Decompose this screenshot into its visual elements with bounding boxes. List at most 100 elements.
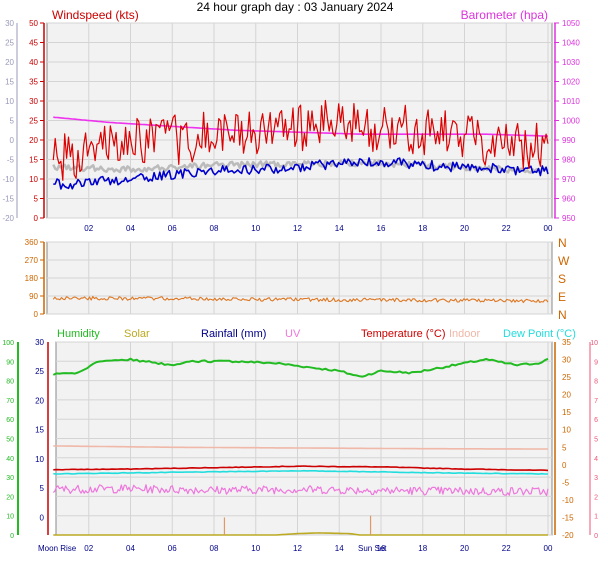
uv-line <box>52 484 549 497</box>
baro-tick-label: 960 <box>562 195 576 204</box>
temperature-tick-label: 15 <box>562 408 571 417</box>
legend-entry: Temperature (°C) <box>361 328 445 340</box>
temperature-tick-label: 0 <box>562 461 567 470</box>
indoor-line <box>53 445 548 450</box>
uv-tick-label: 10 <box>590 340 598 347</box>
rain-tick-label: 30 <box>35 338 44 347</box>
wind-line <box>52 99 549 181</box>
rain-tick-label: 0 <box>40 513 45 522</box>
wind-tick-label: 15 <box>29 156 38 165</box>
wind-x-tick-label: 14 <box>335 224 344 233</box>
temp-x-tick-label: 10 <box>251 544 260 553</box>
wind-x-tick-label: 20 <box>460 224 469 233</box>
wind-tick-label: 10 <box>29 175 38 184</box>
wind-x-tick-label: 06 <box>168 224 177 233</box>
baro-tick-label: 1030 <box>562 58 580 67</box>
uv-tick-label: 8 <box>594 379 598 386</box>
rain-tick-label: 5 <box>40 484 45 493</box>
compass-label: E <box>558 290 566 304</box>
compass-label: N <box>558 308 567 322</box>
temp-x-tick-label: 08 <box>210 544 219 553</box>
uv-tick-label: 2 <box>594 494 598 501</box>
wind-tick-label: 45 <box>29 39 38 48</box>
humidity-tick-label: 50 <box>6 437 14 444</box>
wind-left2-tick-label: -5 <box>7 156 15 165</box>
sun-set-label: Sun Set <box>358 544 387 553</box>
legend-entry: Rainfall (mm) <box>201 328 266 340</box>
temperature-line <box>53 465 549 472</box>
direction-tick-label: 180 <box>25 274 39 283</box>
wind-left2-tick-label: 10 <box>5 97 14 106</box>
direction-tick-label: 270 <box>25 256 39 265</box>
wind-panel-right-axis: 1050 1040 1030 1020 1010 1000 990 980 970 960 950 <box>554 19 580 223</box>
wind-left2-tick-label: 0 <box>10 136 15 145</box>
uv-tick-label: 7 <box>594 398 598 405</box>
baro-tick-label: 1040 <box>562 39 580 48</box>
humidity-tick-label: 10 <box>6 514 14 521</box>
baro-legend: Barometer (hpa) <box>461 8 548 22</box>
wind-left2-tick-label: 20 <box>5 58 14 67</box>
direction-tick-label: 0 <box>34 310 39 319</box>
humidity-line <box>52 357 549 378</box>
wind-tick-label: 0 <box>34 214 39 223</box>
wind-panel-x-axis: 02 04 06 08 10 12 14 16 18 20 22 00 <box>84 224 553 233</box>
direction-panel-series <box>52 295 549 304</box>
wind-tick-label: 25 <box>29 117 38 126</box>
temperature-tick-label: 35 <box>562 338 571 347</box>
wind-x-tick-label: 18 <box>418 224 427 233</box>
direction-tick-label: 360 <box>25 238 39 247</box>
temp-x-tick-label: 18 <box>418 544 427 553</box>
temp-x-tick-label: 22 <box>502 544 511 553</box>
legend-entry: Solar <box>124 328 150 340</box>
baro-tick-label: 1000 <box>562 117 580 126</box>
rain-tick-label: 20 <box>35 396 44 405</box>
wind-tick-label: 50 <box>29 19 38 28</box>
wind-left2-tick-label: 15 <box>5 78 14 87</box>
baro-tick-label: 1020 <box>562 78 580 87</box>
direction-panel-left-axis: 360 270 180 90 0 <box>25 238 45 319</box>
humidity-tick-label: 100 <box>2 340 14 347</box>
direction-line <box>52 295 549 304</box>
baro-tick-label: 950 <box>562 214 576 223</box>
legend-entry: Humidity <box>57 328 100 340</box>
temperature-tick-label: -20 <box>562 531 574 540</box>
uv-tick-label: 0 <box>594 533 598 540</box>
temperature-tick-label: 10 <box>562 426 571 435</box>
wind-x-tick-label: 16 <box>377 224 386 233</box>
temp-x-tick-label: 00 <box>544 544 553 553</box>
humidity-tick-label: 0 <box>10 533 14 540</box>
rain-tick-label: 10 <box>35 455 44 464</box>
baro-tick-label: 1010 <box>562 97 580 106</box>
wind-left2-tick-label: 5 <box>10 117 15 126</box>
humidity-tick-label: 70 <box>6 398 14 405</box>
direction-tick-label: 90 <box>29 292 38 301</box>
wind-tick-label: 35 <box>29 78 38 87</box>
temp-x-tick-label: 20 <box>460 544 469 553</box>
rain-tick-label: 25 <box>35 367 44 376</box>
temp-x-tick-label: 12 <box>293 544 302 553</box>
uv-tick-label: 4 <box>594 456 598 463</box>
uv-tick-label: 3 <box>594 475 598 482</box>
gust_avg-line <box>52 159 549 175</box>
temperature-tick-label: 5 <box>562 443 567 452</box>
humidity-tick-label: 30 <box>6 475 14 482</box>
wind-tick-label: 40 <box>29 58 38 67</box>
humidity-tick-label: 40 <box>6 456 14 463</box>
wind-x-tick-label: 10 <box>251 224 260 233</box>
wind-left2-tick-label: 30 <box>5 19 14 28</box>
wind-left2-tick-label: -20 <box>2 214 14 223</box>
wind-tick-label: 5 <box>34 195 39 204</box>
humidity-tick-label: 20 <box>6 494 14 501</box>
uv-tick-label: 6 <box>594 417 598 424</box>
temp-x-tick-label: 16 <box>377 544 386 553</box>
chart-title: 24 hour graph day : 03 January 2024 <box>197 0 394 14</box>
temp-panel-series <box>52 357 549 536</box>
wind-x-tick-label: 22 <box>502 224 511 233</box>
temperature-tick-label: -15 <box>562 513 574 522</box>
wind-panel-series <box>52 99 549 190</box>
